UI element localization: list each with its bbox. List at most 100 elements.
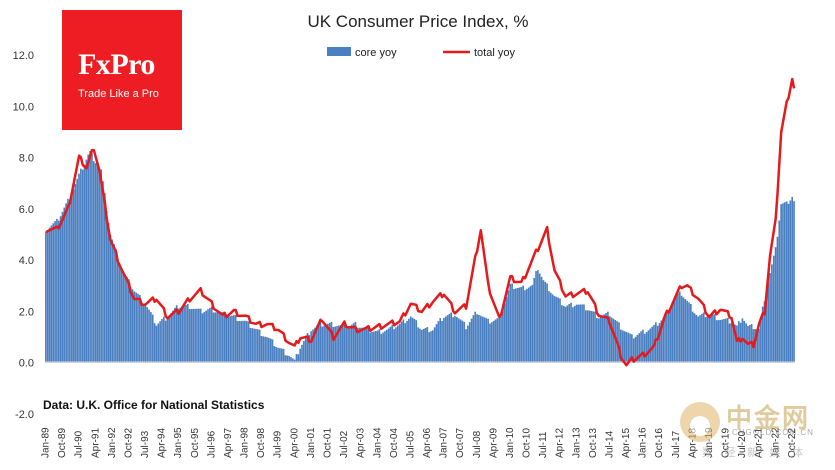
x-tick-label: Oct-04: [389, 428, 400, 458]
core-bar: [63, 207, 66, 363]
core-bar: [183, 305, 185, 363]
core-bar: [46, 229, 49, 363]
core-bar: [706, 315, 709, 363]
core-bar: [376, 330, 379, 363]
total-yoy-line: [45, 77, 796, 367]
core-bar: [559, 298, 561, 363]
core-bar: [295, 353, 298, 363]
core-bar: [496, 318, 499, 363]
core-bar: [236, 321, 239, 363]
core-bar: [461, 320, 464, 363]
core-bar: [151, 314, 154, 363]
core-bar: [96, 165, 99, 363]
core-bar: [500, 316, 502, 363]
core-bar: [168, 315, 171, 363]
core-bar: [725, 318, 727, 363]
core-bar: [476, 314, 478, 363]
core-bar: [645, 332, 648, 363]
core-bar: [647, 330, 650, 363]
y-axis-ticks: 12.0 10.0 8.0 6.0 4.0 2.0 0.0 -2.0: [13, 50, 34, 421]
core-bar: [702, 312, 705, 363]
core-bar: [483, 317, 486, 363]
core-bar: [562, 305, 565, 363]
core-bar: [142, 303, 145, 363]
core-bar: [385, 329, 388, 363]
core-bar: [584, 310, 587, 363]
core-bar: [627, 332, 630, 363]
core-bar: [240, 320, 243, 363]
core-yoy-bars: [45, 151, 795, 363]
core-bar: [481, 316, 484, 363]
x-tick-label: Apr-15: [621, 428, 632, 458]
core-bar: [479, 315, 482, 363]
core-bar: [457, 318, 460, 363]
x-tick-label: Oct-98: [256, 428, 267, 458]
core-bar: [172, 310, 174, 363]
core-bar: [780, 204, 782, 363]
core-bar: [293, 359, 296, 363]
core-bar: [772, 255, 775, 363]
core-bar: [549, 292, 552, 363]
core-bar: [474, 311, 477, 363]
core-bar: [214, 312, 217, 363]
core-bar: [422, 328, 425, 363]
x-tick-label: Oct-95: [190, 428, 201, 458]
core-bar: [315, 325, 318, 363]
core-bar: [50, 225, 53, 363]
core-bar: [579, 304, 582, 363]
x-axis-ticks: Jan-89 Oct-89 Jul-90 Apr-91 Jan-92 Oct-92 Jul-…: [41, 427, 798, 458]
core-bar: [280, 348, 283, 363]
core-bar: [713, 314, 716, 363]
x-tick-label: Apr-06: [422, 428, 433, 458]
y-tick-label: 10.0: [13, 101, 34, 113]
core-bar: [408, 318, 410, 363]
core-bar: [201, 313, 204, 363]
core-bar: [472, 315, 475, 363]
core-bar: [406, 320, 408, 363]
core-bar: [524, 290, 526, 363]
core-bar: [518, 287, 521, 363]
core-bar: [85, 159, 88, 363]
core-bar: [334, 326, 337, 363]
core-bar: [605, 313, 607, 363]
core-bar: [363, 327, 366, 363]
core-bar: [662, 317, 665, 363]
core-bar: [594, 311, 596, 363]
core-bar: [395, 327, 397, 363]
core-bar: [623, 331, 626, 363]
core-bar: [57, 220, 60, 363]
x-tick-label: Jul-99: [273, 430, 284, 458]
core-bar: [179, 307, 182, 363]
core-bar: [669, 308, 672, 363]
core-bar: [402, 319, 405, 363]
core-bar: [522, 285, 524, 363]
core-bar: [124, 275, 126, 363]
core-bar: [216, 312, 219, 363]
core-bar: [91, 153, 93, 363]
core-bar: [430, 331, 432, 363]
core-bar: [319, 322, 322, 363]
core-bar: [266, 337, 268, 363]
core-bar: [699, 315, 701, 363]
core-bar: [290, 357, 292, 363]
x-tick-label: Apr-00: [289, 428, 300, 458]
core-bar: [225, 317, 228, 363]
core-bar: [150, 312, 152, 363]
x-tick-label: Jul-20: [737, 430, 748, 458]
core-bar: [67, 198, 69, 363]
core-bar: [597, 318, 600, 363]
core-bar: [417, 327, 419, 363]
core-bar: [367, 327, 370, 363]
core-bar: [452, 317, 454, 363]
x-tick-label: Oct-10: [522, 428, 533, 458]
core-bar: [115, 248, 117, 363]
core-bar: [546, 283, 548, 363]
core-bar: [164, 320, 167, 363]
core-bar: [256, 329, 259, 363]
core-bar: [76, 178, 79, 363]
watermark-coin-icon: [680, 402, 720, 442]
core-bar: [791, 196, 794, 363]
core-bar: [212, 312, 215, 363]
core-bar: [502, 309, 504, 363]
x-tick-label: Oct-01: [323, 428, 334, 458]
